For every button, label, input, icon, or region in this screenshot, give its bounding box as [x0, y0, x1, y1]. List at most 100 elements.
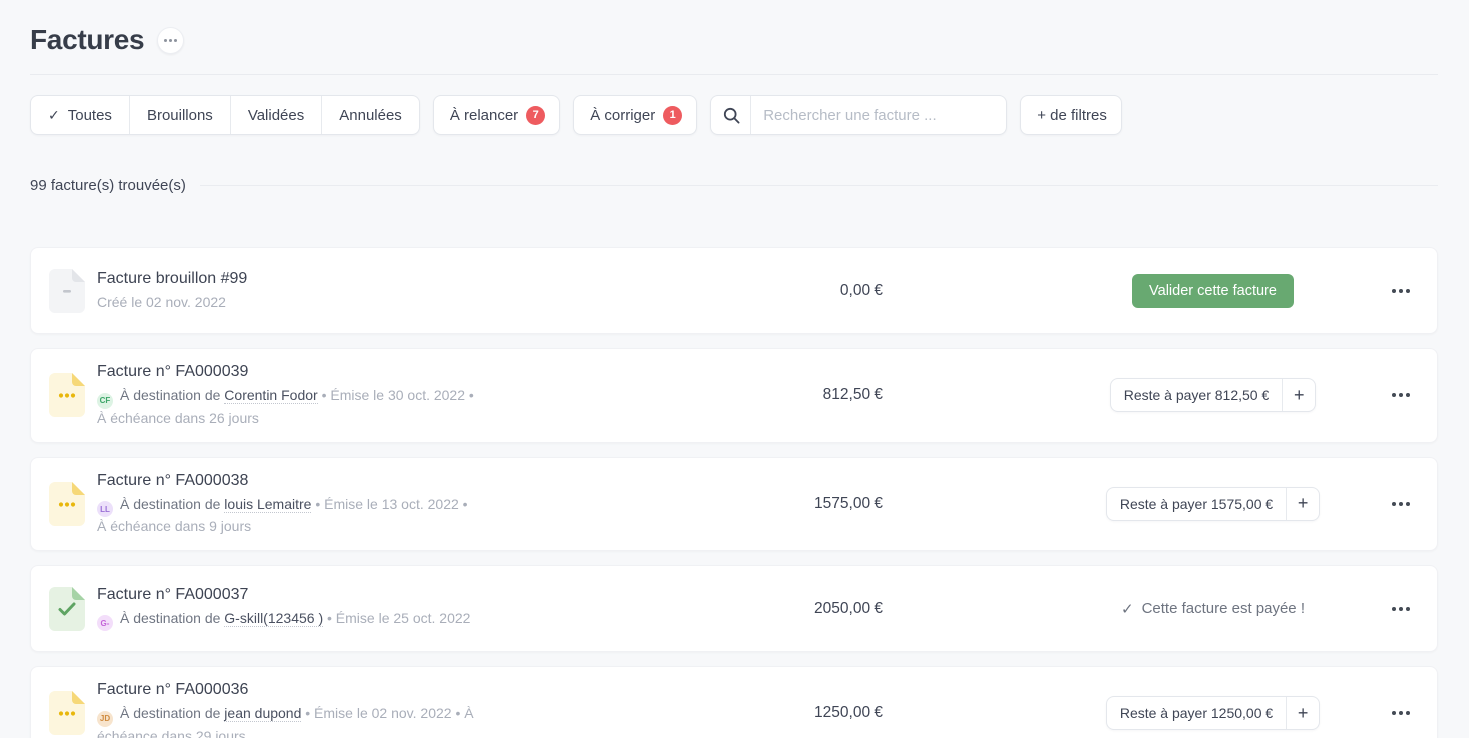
document-pending-icon: [49, 691, 85, 736]
page-options-button[interactable]: [157, 26, 185, 54]
filter-a-corriger-button[interactable]: À corriger 1: [573, 95, 698, 135]
client-avatar: G-: [97, 615, 113, 632]
search-box: [710, 95, 1008, 135]
client-avatar: CF: [97, 392, 113, 409]
invoice-list: Facture brouillon #99 Créé le 02 nov. 20…: [30, 247, 1438, 738]
invoice-info: Facture n° FA000036 JD À destination de j…: [97, 667, 479, 738]
ellipsis-icon[interactable]: [1390, 705, 1412, 721]
filter-bar: ✓ Toutes Brouillons Validées Annulées À …: [30, 95, 1438, 135]
filter-label: À corriger: [590, 106, 656, 124]
results-rule: [199, 185, 1438, 186]
invoice-amount: 0,00 €: [839, 281, 883, 299]
invoice-title: Facture n° FA000039: [97, 363, 249, 380]
invoice-action: Valider cette facture: [1043, 273, 1383, 308]
tab-label: Brouillons: [146, 106, 213, 124]
remaining-payment-label: Reste à payer 1575,00 €: [1119, 495, 1274, 512]
dest-prefix: À destination de: [120, 609, 221, 626]
invoice-title: Facture n° FA000038: [97, 471, 249, 489]
page-header: Factures: [30, 0, 1438, 56]
tab-label: Annulées: [339, 106, 402, 124]
invoice-action: Reste à payer 1250,00 € +: [1043, 696, 1383, 731]
ellipsis-icon[interactable]: [1390, 283, 1412, 299]
invoice-dates: • Émise le 13 oct. 2022 • À échéance dan…: [97, 495, 468, 535]
corriger-count-badge: 1: [663, 105, 683, 125]
invoice-info: Facture n° FA000039 CF À destination de C…: [97, 349, 479, 442]
invoice-info: Facture n° FA000038 LL À destination de l…: [97, 458, 479, 551]
paid-status-note: ✓ Cette facture est payée !: [1121, 600, 1305, 618]
ellipsis-icon[interactable]: [1390, 496, 1412, 512]
relancer-count-badge: 7: [526, 105, 546, 125]
client-avatar: JD: [97, 710, 113, 727]
tab-validees[interactable]: Validées: [231, 96, 323, 134]
validate-invoice-button[interactable]: Valider cette facture: [1132, 273, 1294, 308]
document-pending-icon: [49, 373, 85, 418]
invoice-title: Facture brouillon #99: [97, 269, 248, 287]
check-icon: ✓: [1120, 600, 1134, 618]
more-filters-button[interactable]: + de filtres: [1020, 95, 1122, 135]
invoice-row[interactable]: Facture n° FA000039 CF À destination de C…: [30, 348, 1438, 443]
status-filter-group: ✓ Toutes Brouillons Validées Annulées: [30, 95, 420, 135]
remaining-payment-button[interactable]: Reste à payer 1250,00 € +: [1105, 696, 1321, 731]
dest-prefix: À destination de: [120, 495, 221, 512]
invoice-subtitle: CF À destination de Corentin Fodor • Émis…: [97, 386, 479, 428]
add-payment-icon[interactable]: +: [1286, 487, 1319, 520]
invoice-title: Facture n° FA000037: [97, 585, 249, 603]
invoice-amount: 2050,00 €: [814, 599, 883, 617]
more-filters-label: + de filtres: [1037, 106, 1107, 124]
remaining-payment-label: Reste à payer 812,50 €: [1123, 387, 1270, 404]
invoice-action: Reste à payer 1575,00 € +: [1043, 486, 1383, 521]
filter-a-relancer-button[interactable]: À relancer 7: [432, 95, 561, 135]
results-summary: 99 facture(s) trouvée(s): [30, 177, 186, 194]
ellipsis-icon[interactable]: [1390, 387, 1412, 403]
client-name-link[interactable]: louis Lemaitre: [224, 495, 312, 513]
row-menu-col: [1383, 387, 1419, 403]
row-menu-col: [1383, 496, 1419, 512]
invoice-subtitle: JD À destination de jean dupond • Émise l…: [97, 704, 479, 738]
invoice-subtitle: Créé le 02 nov. 2022: [97, 293, 226, 310]
document-pending-icon: [49, 481, 85, 526]
invoice-dates: • Émise le 30 oct. 2022 • À échéance dan…: [97, 387, 474, 426]
invoice-info: Facture n° FA000037 G- À destination de G…: [97, 572, 479, 646]
invoice-subtitle: G- À destination de G-skill(123456 ) • Ém…: [97, 609, 479, 632]
add-payment-icon[interactable]: +: [1286, 697, 1319, 730]
row-menu-col: [1383, 283, 1419, 299]
header-divider: [30, 74, 1438, 75]
client-name-link[interactable]: G-skill(123456 ): [224, 609, 324, 627]
invoice-row[interactable]: Facture n° FA000036 JD À destination de j…: [30, 666, 1438, 738]
invoice-info: Facture brouillon #99 Créé le 02 nov. 20…: [97, 256, 479, 326]
page-title: Factures: [30, 24, 145, 55]
search-input[interactable]: [751, 106, 1007, 124]
remaining-payment-label: Reste à payer 1250,00 €: [1119, 705, 1274, 722]
filter-label: À relancer: [449, 106, 519, 124]
invoice-dates: • Émise le 02 nov. 2022 • À échéance dan…: [97, 705, 474, 738]
client-name-link[interactable]: jean dupond: [224, 705, 302, 722]
add-payment-icon[interactable]: +: [1282, 379, 1315, 412]
row-menu-col: [1383, 705, 1419, 721]
invoice-subtitle: LL À destination de louis Lemaitre • Émis…: [97, 495, 479, 537]
invoice-action: ✓ Cette facture est payée !: [1043, 600, 1383, 618]
tab-brouillons[interactable]: Brouillons: [130, 96, 231, 134]
ellipsis-icon[interactable]: [1390, 601, 1412, 617]
client-name-link[interactable]: Corentin Fodor: [224, 387, 318, 404]
paid-status-label: Cette facture est payée !: [1141, 600, 1305, 617]
invoice-action: Reste à payer 812,50 € +: [1043, 378, 1383, 413]
invoice-row[interactable]: Facture brouillon #99 Créé le 02 nov. 20…: [30, 247, 1438, 334]
remaining-payment-button[interactable]: Reste à payer 1575,00 € +: [1105, 486, 1321, 521]
search-icon: [711, 107, 750, 124]
tab-label: Toutes: [67, 106, 112, 124]
document-draft-icon: [49, 268, 85, 313]
remaining-payment-button[interactable]: Reste à payer 812,50 € +: [1109, 378, 1317, 413]
invoice-row[interactable]: Facture n° FA000038 LL À destination de l…: [30, 456, 1438, 551]
row-menu-col: [1383, 601, 1419, 617]
tab-label: Validées: [247, 106, 305, 124]
dest-prefix: À destination de: [120, 705, 221, 721]
tab-annulees[interactable]: Annulées: [322, 96, 419, 134]
invoice-amount: 812,50 €: [822, 386, 883, 404]
invoice-row[interactable]: Facture n° FA000037 G- À destination de G…: [30, 565, 1438, 652]
search-divider: [750, 96, 752, 134]
results-summary-line: 99 facture(s) trouvée(s): [30, 177, 1438, 194]
check-icon: ✓: [48, 106, 60, 123]
invoice-dates: • Émise le 25 oct. 2022: [327, 609, 471, 626]
tab-toutes[interactable]: ✓ Toutes: [31, 96, 130, 134]
